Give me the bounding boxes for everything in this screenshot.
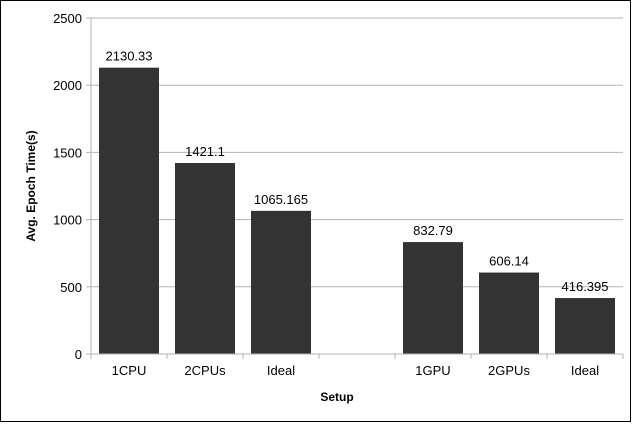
y-tick-label: 1000 <box>53 213 82 228</box>
y-tick-label: 1500 <box>53 145 82 160</box>
x-tick-label: Ideal <box>571 363 599 378</box>
data-label: 416.395 <box>562 279 609 294</box>
data-label: 2130.33 <box>106 49 153 64</box>
bar <box>99 67 159 354</box>
x-axis-title: Setup <box>320 390 353 404</box>
axes <box>90 18 623 355</box>
x-tick-label: Ideal <box>267 363 295 378</box>
y-tick-label: 0 <box>75 347 82 362</box>
bar <box>251 210 311 354</box>
bar <box>175 163 235 354</box>
data-label: 1065.165 <box>254 192 308 207</box>
y-axis-ticks: 0 500 1000 1500 2000 2500 <box>53 11 91 362</box>
x-axis-ticks: 1CPU 2CPUs Ideal 1GPU 2GPUs Ideal <box>90 354 624 378</box>
data-labels: 2130.33 1421.1 1065.165 832.79 606.14 416.395 <box>106 49 609 294</box>
x-tick-label: 1CPU <box>112 363 147 378</box>
bar <box>403 242 463 354</box>
x-tick-label: 2GPUs <box>488 363 530 378</box>
y-axis-title: Avg. Epoch Time(s) <box>24 130 38 241</box>
x-tick-label: 2CPUs <box>184 363 226 378</box>
y-tick-label: 2500 <box>53 11 82 26</box>
y-tick-label: 500 <box>60 280 82 295</box>
data-label: 606.14 <box>489 254 529 269</box>
bar <box>479 272 539 354</box>
bar <box>555 298 615 354</box>
bars <box>99 67 615 354</box>
data-label: 1421.1 <box>185 144 225 159</box>
data-label: 832.79 <box>413 223 453 238</box>
y-tick-label: 2000 <box>53 78 82 93</box>
x-tick-label: 1GPU <box>415 363 450 378</box>
gridlines <box>91 17 623 288</box>
